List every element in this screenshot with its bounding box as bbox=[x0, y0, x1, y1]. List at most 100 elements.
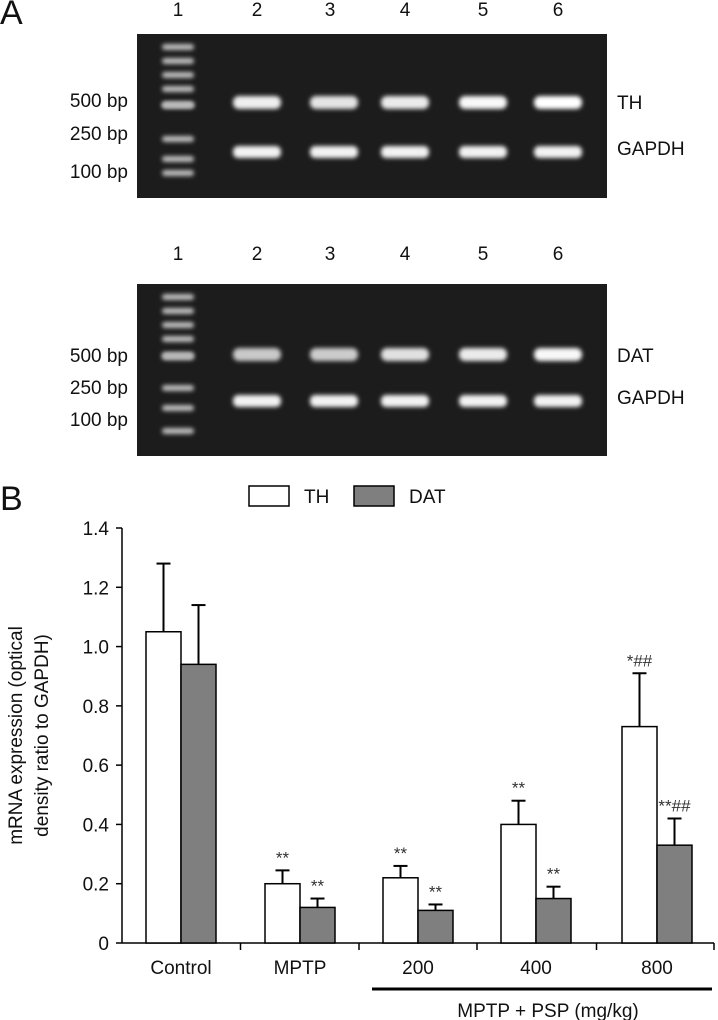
ladder-band bbox=[162, 294, 194, 300]
significance-label: ** bbox=[311, 877, 325, 896]
legend-label-dat: DAT bbox=[409, 487, 446, 508]
gel2-lane-number: 6 bbox=[552, 244, 564, 265]
significance-label: ** bbox=[276, 848, 290, 867]
ladder-band bbox=[162, 428, 194, 434]
gel-background bbox=[137, 284, 607, 456]
significance-label: ** bbox=[429, 882, 443, 901]
target-band bbox=[381, 348, 429, 361]
target-band bbox=[534, 96, 582, 109]
gel2-lane-number: 3 bbox=[324, 244, 336, 265]
target-band bbox=[233, 348, 281, 361]
gel2-band-label: DAT bbox=[617, 346, 654, 367]
y-tick-label: 1.4 bbox=[83, 519, 110, 540]
x-tick-label: 200 bbox=[402, 958, 434, 979]
gapdh-band bbox=[381, 395, 429, 407]
significance-label: **## bbox=[658, 797, 691, 816]
gel2-lane-number: 2 bbox=[251, 244, 263, 265]
gel2-lane-number: 5 bbox=[477, 244, 489, 265]
bar-dat bbox=[299, 906, 336, 944]
legend-swatch-th bbox=[248, 485, 290, 507]
panel-a-letter: A bbox=[0, 0, 23, 32]
gapdh-band bbox=[534, 395, 582, 407]
gel-image-th bbox=[137, 34, 607, 198]
y-tick-label: 0.4 bbox=[83, 815, 110, 836]
gel1-band-label: TH bbox=[617, 93, 643, 114]
gel2-size-marker: 500 bp bbox=[69, 346, 128, 367]
ladder-band bbox=[162, 44, 194, 50]
gel1-lane-number: 2 bbox=[251, 0, 263, 21]
gel1-lane-number: 5 bbox=[477, 0, 489, 21]
ladder-band bbox=[162, 136, 194, 142]
bar-dat bbox=[417, 909, 454, 944]
x-tick-label: 400 bbox=[520, 958, 552, 979]
ladder-band bbox=[162, 72, 194, 78]
target-band bbox=[459, 348, 507, 361]
target-band bbox=[310, 96, 358, 109]
significance-label: ** bbox=[547, 865, 561, 884]
significance-label: ** bbox=[394, 844, 408, 863]
gapdh-band bbox=[534, 146, 582, 158]
gapdh-band bbox=[381, 146, 429, 158]
gapdh-band bbox=[459, 395, 507, 407]
y-tick-label: 0 bbox=[98, 934, 109, 955]
y-tick-label: 0.8 bbox=[83, 697, 109, 718]
target-band bbox=[233, 96, 281, 109]
ladder-band bbox=[162, 336, 194, 342]
gel1-band-label: GAPDH bbox=[617, 139, 685, 160]
ladder-band bbox=[162, 308, 194, 314]
ladder-band bbox=[162, 156, 194, 162]
gel1-lane-number: 4 bbox=[399, 0, 411, 21]
x-tick-label: Control bbox=[150, 958, 211, 979]
panel-b-letter: B bbox=[0, 480, 23, 518]
bar-th bbox=[382, 877, 419, 944]
ladder-band bbox=[162, 170, 194, 176]
y-axis-label-line: mRNA expression (optical bbox=[6, 626, 27, 845]
gel1-size-marker: 250 bp bbox=[69, 124, 128, 145]
gel1-lane-number: 6 bbox=[552, 0, 564, 21]
gel1-lane-number: 1 bbox=[172, 0, 184, 21]
gel1-size-marker: 100 bp bbox=[69, 162, 128, 183]
ladder-band bbox=[162, 405, 194, 411]
ladder-band bbox=[162, 385, 194, 391]
significance-label: ** bbox=[512, 779, 526, 798]
y-tick-label: 0.2 bbox=[83, 875, 109, 896]
significance-label: *## bbox=[627, 651, 653, 670]
gel2-size-marker: 250 bp bbox=[69, 378, 128, 399]
gel-background bbox=[137, 34, 607, 198]
gel2-band-label: GAPDH bbox=[617, 388, 685, 409]
ladder-band bbox=[162, 102, 194, 108]
x-tick-label: 800 bbox=[641, 958, 673, 979]
gel2-lane-number: 1 bbox=[172, 244, 184, 265]
bar-dat bbox=[535, 897, 572, 944]
y-tick-label: 1.0 bbox=[83, 638, 109, 659]
bar-chart: 0 0.2 0.4 0.6 0.8 1.0 1.2 1.4 mRNA expression (o… bbox=[6, 485, 715, 1020]
bar-dat bbox=[656, 844, 693, 944]
legend-label-th: TH bbox=[304, 487, 329, 508]
legend-swatch-dat bbox=[353, 485, 395, 507]
target-band bbox=[381, 96, 429, 109]
ladder-band bbox=[162, 322, 194, 328]
ladder-band bbox=[162, 58, 194, 64]
y-axis-label-line: density ratio to GAPDH) bbox=[32, 634, 53, 837]
bar-th bbox=[145, 631, 182, 944]
ladder-band bbox=[162, 354, 194, 360]
target-band bbox=[310, 348, 358, 361]
y-axis-label: mRNA expression (optical density ratio to… bbox=[6, 626, 53, 845]
target-band bbox=[459, 96, 507, 109]
y-tick-label: 0.6 bbox=[83, 756, 109, 777]
gapdh-band bbox=[310, 395, 358, 407]
gel-image-dat bbox=[137, 284, 607, 456]
group-bracket-label: MPTP + PSP (mg/kg) bbox=[457, 1001, 638, 1020]
gel1-size-marker: 500 bp bbox=[69, 91, 128, 112]
gapdh-band bbox=[310, 146, 358, 158]
gapdh-band bbox=[233, 395, 281, 407]
ladder-band bbox=[162, 86, 194, 92]
gapdh-band bbox=[233, 146, 281, 158]
bar-th bbox=[621, 725, 658, 944]
bar-th bbox=[264, 882, 301, 944]
gel1-lane-number: 3 bbox=[324, 0, 336, 21]
gapdh-band bbox=[459, 146, 507, 158]
bar-th bbox=[500, 823, 537, 944]
gel2-lane-number: 4 bbox=[399, 244, 411, 265]
gel2-size-marker: 100 bp bbox=[69, 410, 128, 431]
